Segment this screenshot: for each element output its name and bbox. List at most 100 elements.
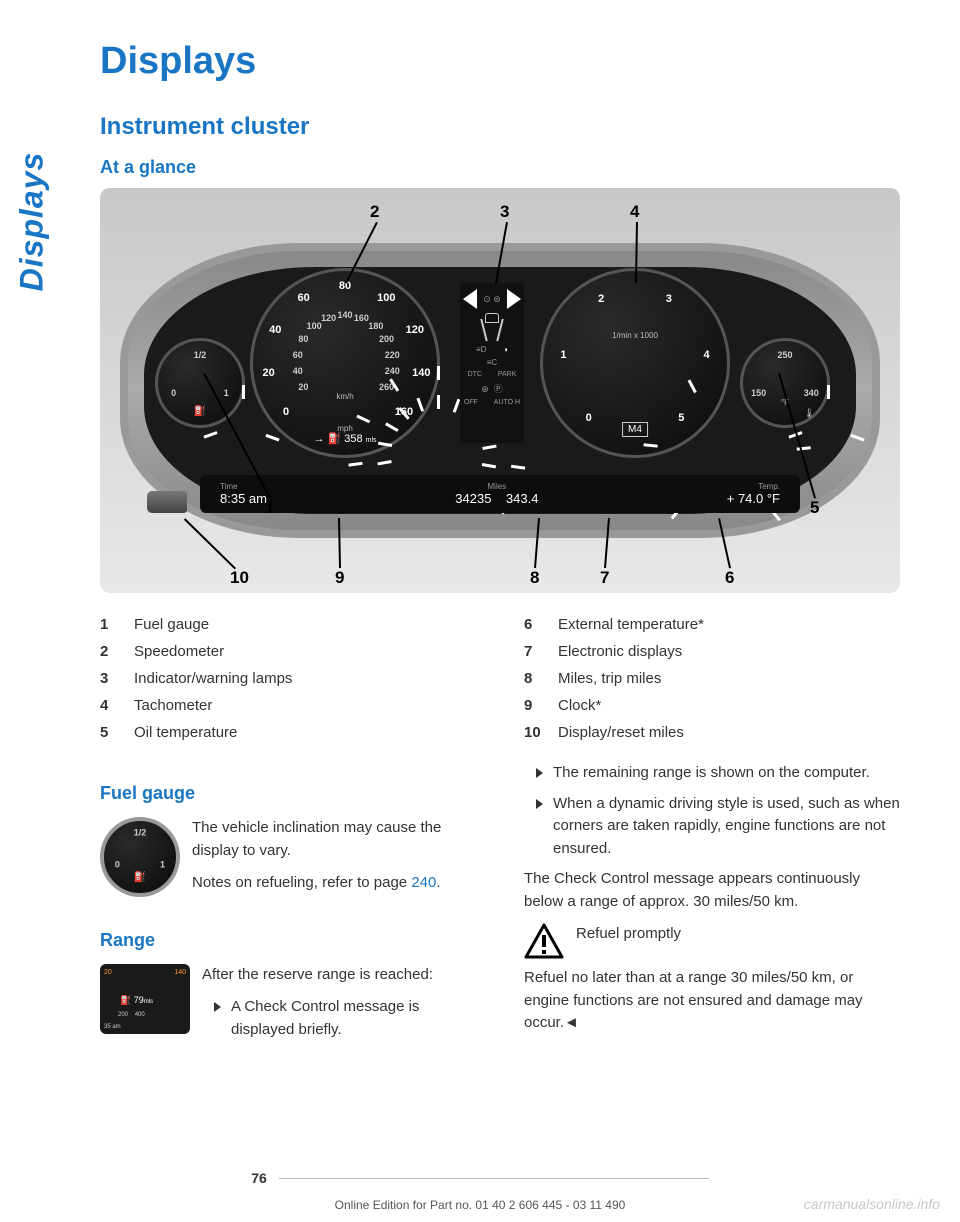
legend-row: 4 Tachometer [100,692,476,719]
gauge-label: 180 [368,321,383,331]
page-rule [279,1178,709,1179]
side-tab-text: Displays [14,152,51,292]
legend-number: 7 [524,638,544,665]
gauge-label: 340 [804,388,819,398]
section-heading: Instrument cluster [100,113,900,141]
legend-row: 1 Fuel gauge [100,611,476,638]
callout-9: 9 [335,568,344,588]
legend-number: 5 [100,719,120,746]
speedometer-gauge: mph km/h → ⛽ 358 mls 0204060801001201401… [250,268,440,458]
reset-miles-button [147,491,187,513]
warn-body: Refuel no later than at a range 30 miles… [524,967,900,1035]
legend-text: Tachometer [134,692,212,719]
legend-number: 9 [524,692,544,719]
legend-row: 2 Speedometer [100,638,476,665]
callout-10: 10 [230,568,249,588]
tachometer-gauge: 1/min x 1000 M4 012345 [540,268,730,458]
refuel-page-link[interactable]: 240 [411,874,436,891]
tacho-unit: 1/min x 1000 [612,331,658,340]
callout-7: 7 [600,568,609,588]
fuel-pump-icon: ⛽ [134,870,146,885]
range-illustration: 20 140 ⛽ 79mls 200 400 35 am [100,964,190,1034]
clock-field: Time 8:35 am [220,482,267,506]
gauge-label: 160 [354,313,369,323]
callout-6: 6 [725,568,734,588]
legend-number: 2 [100,638,120,665]
oil-temp-gauge: °F 150250340🌡 [740,338,830,428]
range-block: 20 140 ⛽ 79mls 200 400 35 am After the r… [100,964,476,1050]
gauge-label: 0 [171,388,176,398]
gauge-label: 260 [379,382,394,392]
fuel-gauge-heading: Fuel gauge [100,780,476,807]
callout-4: 4 [630,202,639,222]
legend-text: Fuel gauge [134,611,209,638]
side-tab: Displays [12,40,52,240]
legend-number: 1 [100,611,120,638]
gauge-label: 1/2 [194,350,207,360]
gauge-label: 3 [666,293,672,305]
legend-row: 7 Electronic displays [524,638,900,665]
gear-indicator: M4 [622,422,648,437]
gauge-label: 140 [337,310,352,320]
callout-1: 1 [265,498,274,518]
legend-text: Clock* [558,692,601,719]
speedo-range-readout: → ⛽ 358 mls [313,432,376,445]
legend-number: 6 [524,611,544,638]
callout-8: 8 [530,568,539,588]
gauge-label: 220 [385,350,400,360]
turn-right-icon [507,289,521,309]
lane-assist-icon [479,313,505,341]
gauge-label: 0 [283,406,289,418]
gauge-label: 60 [298,292,310,304]
fuel-gauge-p2: Notes on refueling, refer to page 240. [192,872,476,895]
legend-row: 5Oil temperature [100,719,476,746]
gauge-label: 140 [412,367,430,379]
body-columns: Fuel gauge 01/21⛽ The vehicle inclinatio… [100,758,900,1049]
legend-text: External temperature* [558,611,704,638]
gauge-label: 100 [377,292,395,304]
diagram-legend: 1Fuel gauge2Speedometer3Indicator/warnin… [100,611,900,746]
turn-signal-row: ⊙ ⊜ [463,289,521,309]
page-number-row: 76 [0,1170,960,1186]
gauge-label: 200 [379,334,394,344]
gauge-label: 80 [298,334,308,344]
instrument-cluster-diagram: 01/21⛽ mph km/h → ⛽ 358 mls 020406080100… [100,188,900,593]
gauge-label: 150 [751,388,766,398]
gauge-label: 20 [263,367,275,379]
indicator-panel: ⊙ ⊜ ≡D ◑ ≡C DTC PARK ⊛ Ⓟ OFF AUTO H [460,283,524,443]
legend-col-right: 6 External temperature* 7 Electronic displa… [524,611,900,746]
callout-3: 3 [500,202,509,222]
gauge-label: 120 [321,313,336,323]
fuel-gauge-p1: The vehicle inclination may cause the di… [192,817,476,862]
legend-text: Speedometer [134,638,224,665]
legend-number: 8 [524,665,544,692]
range-bullet-1: A Check Control message is displayed bri… [214,996,476,1041]
gauge-label: 20 [298,382,308,392]
callout-5: 5 [810,498,819,518]
legend-text: Display/reset miles [558,719,684,746]
warning-icon [524,923,564,959]
gauge-label: 240 [385,366,400,376]
page-title: Displays [100,40,900,83]
gauge-label: 40 [293,366,303,376]
triangle-bullet-icon [536,768,543,778]
watermark: carmanualsonline.info [804,1196,940,1212]
miles-field: Miles 34235 343.4 [455,482,538,506]
callout-2: 2 [370,202,379,222]
range-heading: Range [100,927,476,954]
legend-row: 6 External temperature* [524,611,900,638]
gauge-label: 1 [224,388,229,398]
page-number: 76 [251,1170,267,1186]
gauge-label: 0 [586,412,592,424]
speedo-unit-inner: km/h [336,392,353,401]
range-p1: After the reserve range is reached: [202,964,476,987]
legend-row: 9 Clock* [524,692,900,719]
legend-number: 4 [100,692,120,719]
gauge-label: 120 [406,324,424,336]
fuel-pump-icon: ⛽ [194,406,206,417]
gauge-label: 2 [598,293,604,305]
legend-number: 10 [524,719,544,746]
legend-text: Electronic displays [558,638,682,665]
triangle-bullet-icon [214,1002,221,1012]
gauge-label: 100 [307,321,322,331]
